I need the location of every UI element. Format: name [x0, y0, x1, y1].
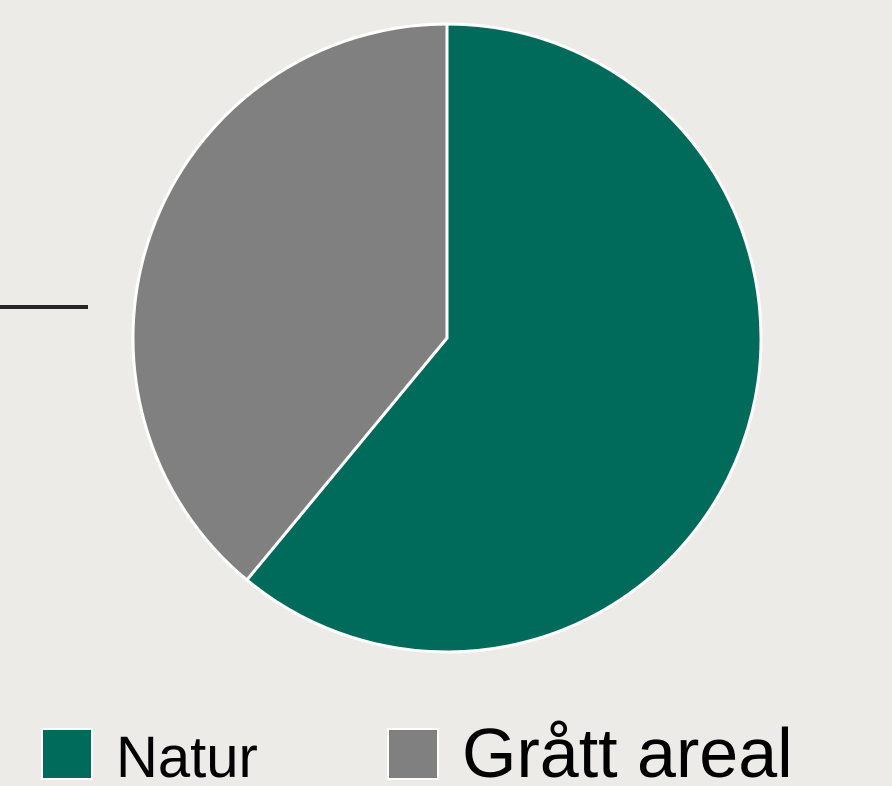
pie-slice — [245, 22, 763, 654]
legend-swatch — [387, 728, 439, 780]
pie-slice — [131, 22, 449, 582]
legend-label: Grått areal — [462, 714, 793, 786]
legend-label: Natur — [116, 725, 258, 786]
legend-swatch — [41, 728, 93, 780]
